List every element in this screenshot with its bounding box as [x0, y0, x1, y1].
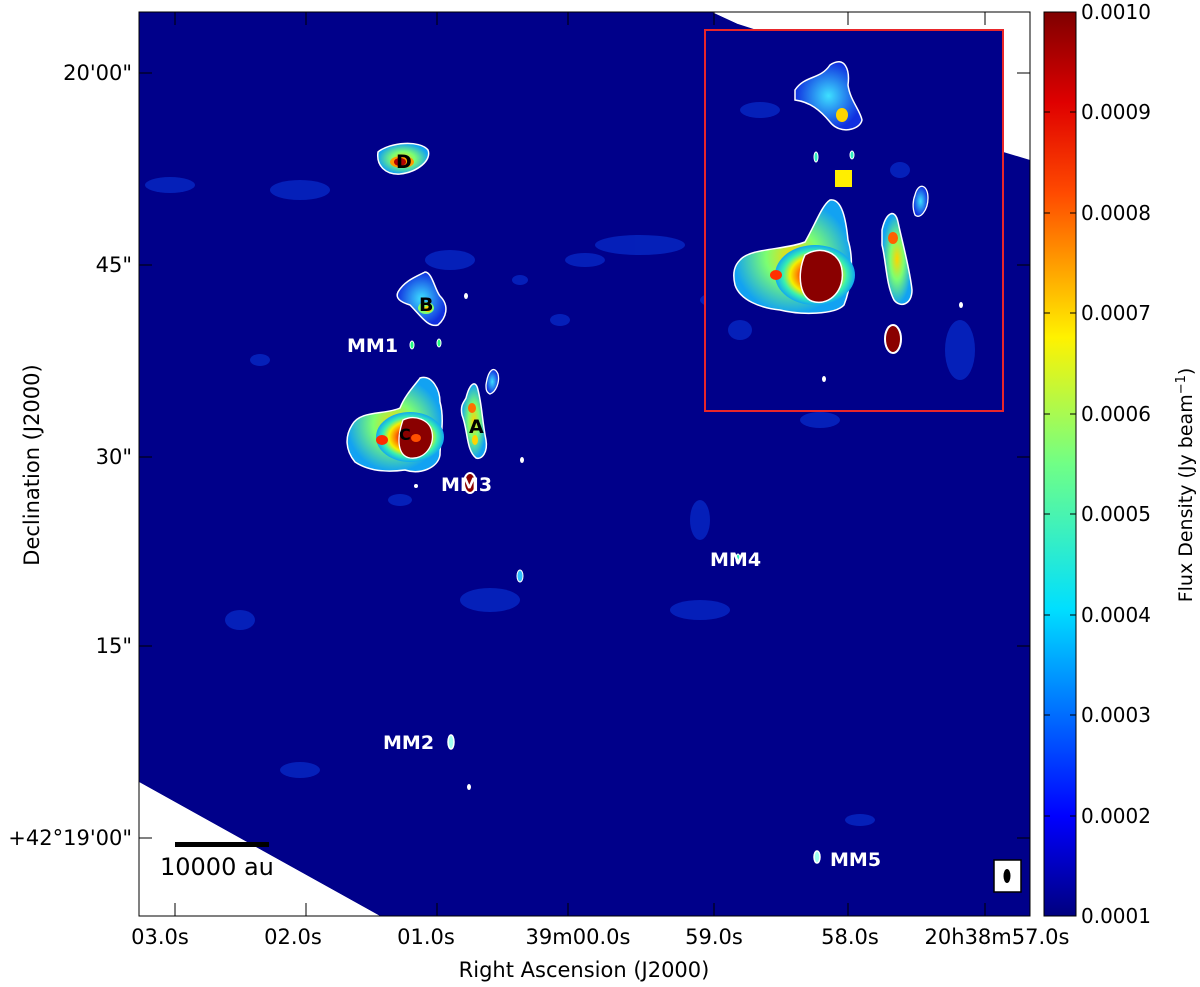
source-small	[464, 293, 468, 299]
label-mm4: MM4	[710, 549, 761, 571]
colorbar-tick: 0.0002	[1081, 804, 1151, 828]
axis-ticks	[139, 12, 1030, 916]
colorbar-tick: 0.0007	[1081, 301, 1151, 325]
xtick-label: 02.0s	[264, 925, 322, 949]
clump-a	[460, 368, 500, 460]
source-mm3	[463, 472, 477, 494]
blank-region-bottom-left	[139, 782, 380, 916]
colorbar-tick: 0.0001	[1081, 904, 1151, 928]
colorbar-tick: 0.0006	[1081, 402, 1151, 426]
colorbar-tick: 0.0004	[1081, 603, 1151, 627]
colorbar-tick: 0.0009	[1081, 100, 1151, 124]
xtick-label: 59.0s	[685, 925, 743, 949]
clump-d	[377, 142, 430, 175]
source-small	[414, 484, 418, 488]
label-c: C	[399, 425, 411, 444]
colorbar-tick: 0.0005	[1081, 502, 1151, 526]
source-small	[520, 457, 524, 463]
xtick-label: 39m00.0s	[526, 925, 631, 949]
colorbar-title: Flux Density (Jy beam−1)	[1174, 368, 1197, 603]
ytick-label: 20'00"	[63, 61, 132, 85]
ytick-label: +42°19'00"	[8, 826, 132, 850]
scale-bar-label: 10000 au	[160, 853, 274, 881]
label-d: D	[396, 151, 412, 173]
source-mm2	[447, 734, 455, 750]
label-a: A	[469, 416, 484, 438]
source-mm4	[735, 553, 741, 565]
source-small	[467, 784, 471, 790]
inset-zoom	[704, 29, 1004, 412]
xtick-label: 58.0s	[821, 925, 879, 949]
marker-square	[835, 170, 852, 187]
x-axis-title: Right Ascension (J2000)	[459, 958, 710, 982]
ytick-label: 30"	[96, 445, 132, 469]
source-mm1b	[436, 338, 442, 348]
label-mm3: MM3	[441, 474, 492, 496]
colorbar-tick: 0.0008	[1081, 201, 1151, 225]
scale-bar: 10000 au	[160, 842, 274, 881]
source-mm1	[409, 340, 415, 350]
ytick-label: 15"	[96, 634, 132, 658]
colorbar-tick: 0.0003	[1081, 703, 1151, 727]
label-mm2: MM2	[383, 732, 434, 754]
ytick-label: 45"	[96, 253, 132, 277]
y-axis-title: Declination (J2000)	[20, 364, 44, 565]
clump-c	[346, 376, 444, 473]
clump-b	[396, 271, 447, 327]
plot-border	[138, 11, 1031, 917]
label-b: B	[419, 294, 433, 316]
beam-icon	[993, 859, 1022, 893]
colorbar: 0.0010 0.0009 0.0008 0.0007 0.0006 0.000…	[1043, 0, 1197, 928]
label-mm5: MM5	[830, 849, 881, 871]
source-small	[516, 569, 524, 583]
xtick-label: 01.0s	[397, 925, 455, 949]
xtick-label: 03.0s	[131, 925, 189, 949]
colorbar-tick: 0.0010	[1081, 0, 1151, 24]
source-mm5	[813, 850, 821, 864]
label-mm1: MM1	[347, 335, 398, 357]
xtick-label: 20h38m57.0s	[925, 925, 1070, 949]
